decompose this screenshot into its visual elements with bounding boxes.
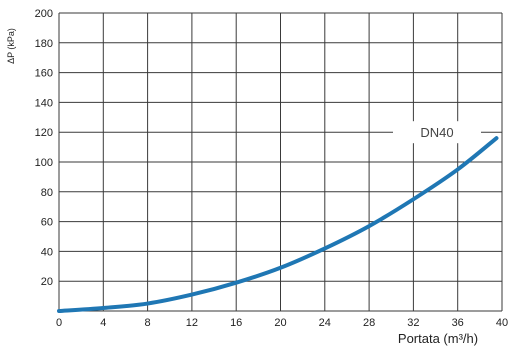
x-tick-label: 16: [230, 317, 242, 329]
y-tick-label: 120: [35, 127, 53, 139]
x-tick-label: 4: [100, 317, 106, 329]
y-tick-label: 200: [35, 8, 53, 20]
x-axis-label: Portata (m³/h): [398, 331, 478, 346]
series-line-0: [57, 136, 499, 313]
y-tick-label: 20: [41, 276, 53, 288]
y-tick-label: 100: [35, 157, 53, 169]
x-tick-label: 24: [319, 317, 331, 329]
y-tick-label: 60: [41, 217, 53, 229]
grid: [58, 12, 503, 312]
x-tick-label: 40: [496, 317, 508, 329]
series-layer: [57, 136, 499, 313]
y-axis-label: ΔP (kPa): [6, 28, 16, 64]
x-tick-label: 12: [186, 317, 198, 329]
y-tick-label: 140: [35, 97, 53, 109]
series-label: DN40: [420, 125, 453, 140]
x-tick-label: 0: [56, 317, 62, 329]
label-layer: 0 4 8 12 16 20 24 28 32 36 40 20 40 60 80 100 120 140 160 1…: [35, 8, 508, 329]
y-tick-label: 180: [35, 38, 53, 50]
x-tick-label: 20: [274, 317, 286, 329]
y-tick-label: 40: [41, 246, 53, 258]
x-tick-label: 8: [145, 317, 151, 329]
x-tick-label: 36: [452, 317, 464, 329]
y-tick-label: 160: [35, 68, 53, 80]
series-label-background: [393, 121, 481, 144]
x-tick-label: 28: [363, 317, 375, 329]
x-tick-label: 32: [407, 317, 419, 329]
y-tick-label: 80: [41, 187, 53, 199]
